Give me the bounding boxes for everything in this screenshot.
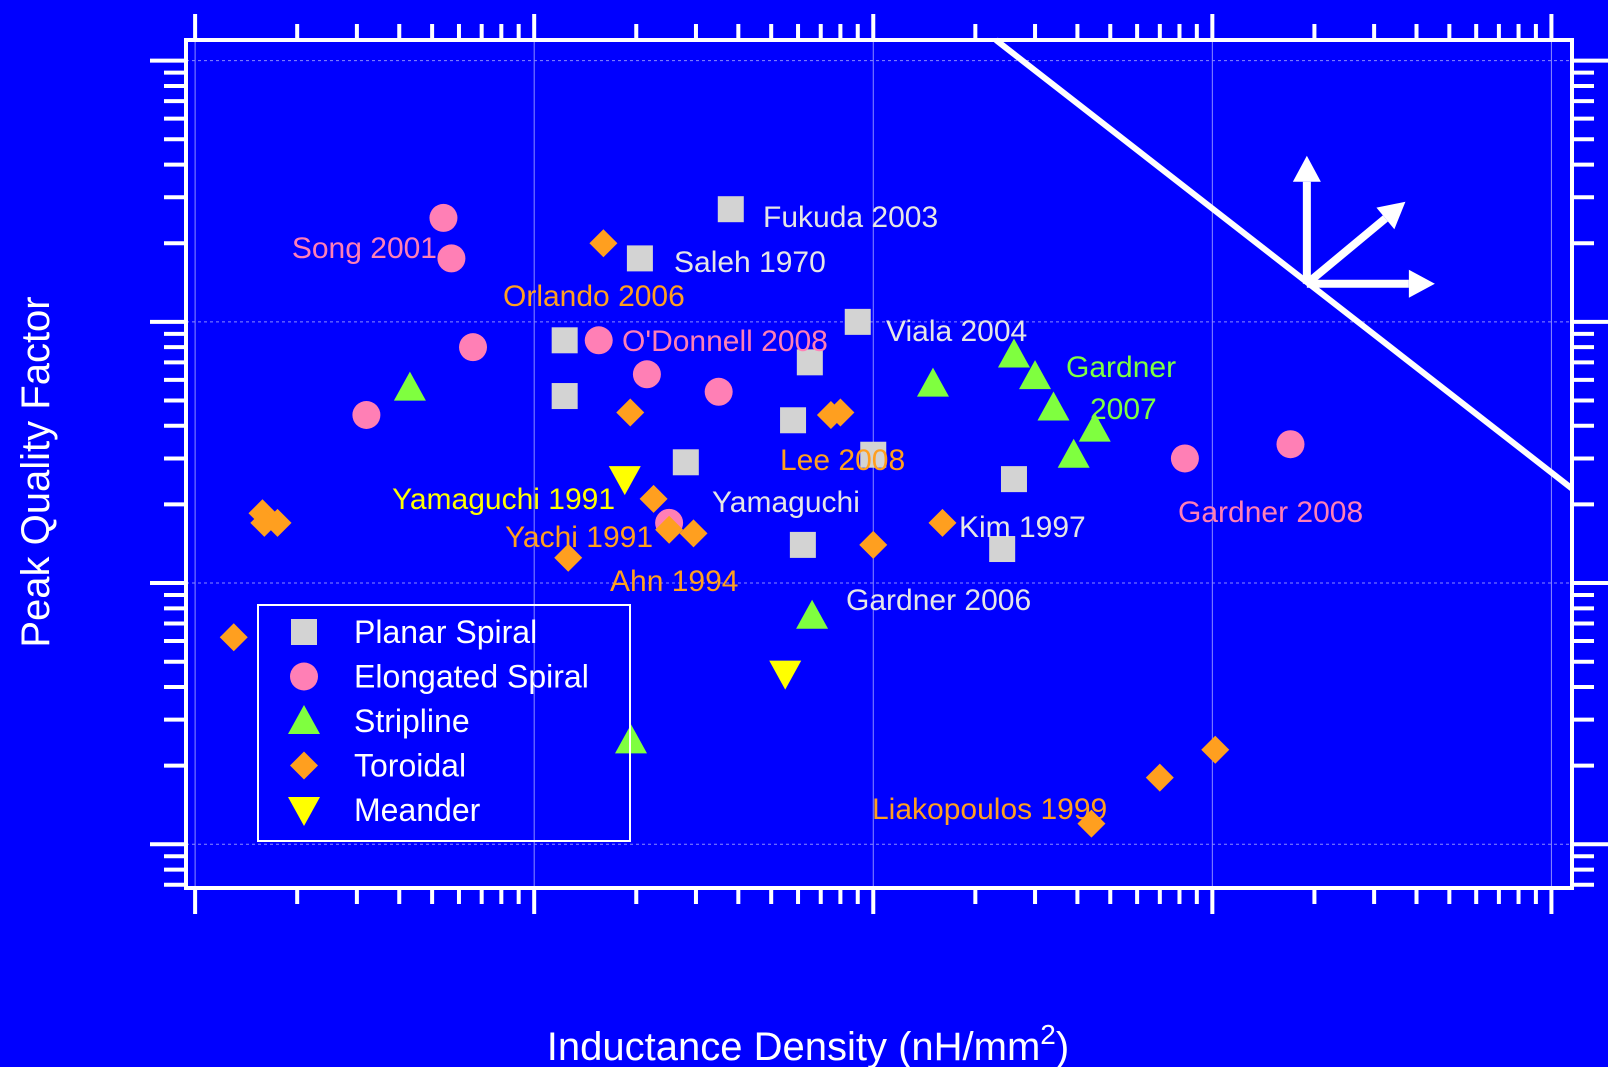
stripline-point [393,371,426,401]
saleh-1970-label: Saleh 1970 [674,246,826,279]
elongated-spiral-point [459,333,488,362]
meander-point [769,660,802,690]
kim-1997-label: Kim 1997 [959,511,1086,544]
guide-line-group [994,37,1574,491]
grid-lines [186,40,1572,888]
axis-ticks [150,14,1608,914]
yamaguchi-label: Yamaguchi [712,486,860,519]
fukuda-2003-label: Fukuda 2003 [763,201,938,234]
orlando-2006-label: Orlando 2006 [503,280,685,313]
annotations: Fukuda 2003 Saleh 1970 Viala 2004 Yamaguchi… [292,201,1363,826]
odonnell-2008-label: O'Donnell 2008 [622,325,828,358]
stripline-point [796,599,829,629]
stripline-point [916,367,949,397]
plot-frame [184,38,1574,890]
planar-spiral-point [796,349,823,376]
planar-spiral-point [789,531,816,558]
elongated-spiral-point [1170,444,1199,473]
planar-spiral-point [989,536,1016,563]
toroidal-point [639,484,668,513]
planar-spiral-point [844,308,871,335]
legend-label-meander: Meander [354,792,481,828]
legend-label-toroidal: Toroidal [354,748,466,784]
toroidal-point [1145,763,1174,792]
elongated-spiral-point [1276,430,1305,459]
arrow-up-right-shaft [1304,215,1388,287]
toroidal-point [826,398,855,427]
stripline-point [1057,438,1090,468]
elongated-spiral-point [632,360,661,389]
toroidal-point [263,508,292,537]
meander-point [608,466,641,496]
legend-marker-stripline [288,705,320,734]
stripline-point [615,724,648,754]
elongated-spiral-point [437,244,466,273]
data-points [219,196,1305,838]
legend-label-planar-spiral: Planar Spiral [354,614,537,650]
elongated-spiral-point [352,400,381,429]
legend: Planar Spiral Elongated Spiral Stripline To… [257,604,631,842]
direction-arrows [1292,155,1435,298]
yachi-1991-label: Yachi 1991 [505,521,653,554]
toroidal-point [219,623,248,652]
x-axis-label: Inductance Density (nH/mm2) [547,1019,1069,1067]
stripline-point [1037,391,1070,421]
stripline-point [1078,412,1111,442]
legend-label-elongated-spiral: Elongated Spiral [354,659,589,695]
planar-spiral-point [551,383,578,410]
planar-spiral-point [672,449,699,476]
arrow-right-head [1408,269,1435,298]
legend-marker-toroidal [290,751,318,780]
planar-spiral-point [860,441,887,468]
toroidal-point [928,508,957,537]
legend-marker-meander [288,797,320,826]
song-2001-label: Song 2001 [292,232,437,265]
elongated-spiral-point [584,326,613,355]
planar-spiral-point [551,327,578,354]
toroidal-point [1077,809,1106,838]
viala-2004-label: Viala 2004 [886,315,1027,348]
ahn-1994-label: Ahn 1994 [610,565,738,598]
gardner-2006-label: Gardner 2006 [846,584,1031,617]
liakopoulos-1999-label: Liakopoulos 1999 [872,793,1107,826]
planar-spiral-point [780,407,807,434]
legend-box [257,604,631,842]
toroidal-point [589,229,618,258]
arrow-up-head [1292,155,1321,182]
arrow-up-right-head [1376,201,1406,230]
lee-2008-label: Lee 2008 [780,444,905,477]
legend-marker-elongated-spiral [290,662,318,691]
toroidal-point [554,543,583,572]
gardner-2008-label: Gardner 2008 [1178,496,1363,529]
planar-spiral-point [717,196,744,223]
elongated-spiral-point [704,377,733,406]
yamaguchi-1991-label: Yamaguchi 1991 [392,483,615,516]
toroidal-point [859,530,888,559]
gardner-2007-label-line1: Gardner [1066,351,1176,384]
toroidal-point [655,515,684,544]
y-axis-label: Peak Quality Factor [14,296,58,647]
elongated-spiral-point [429,203,458,232]
toroidal-point [679,519,708,548]
toroidal-point [1201,735,1230,764]
gardner-2007-label-line2: 2007 [1090,393,1157,426]
legend-label-stripline: Stripline [354,703,470,739]
legend-marker-planar-spiral [291,619,317,645]
stripline-point [1019,360,1052,390]
planar-spiral-point [626,245,653,272]
planar-spiral-point [1000,466,1027,493]
guide-line [994,37,1574,491]
stripline-point [997,338,1030,368]
toroidal-point [616,398,645,427]
